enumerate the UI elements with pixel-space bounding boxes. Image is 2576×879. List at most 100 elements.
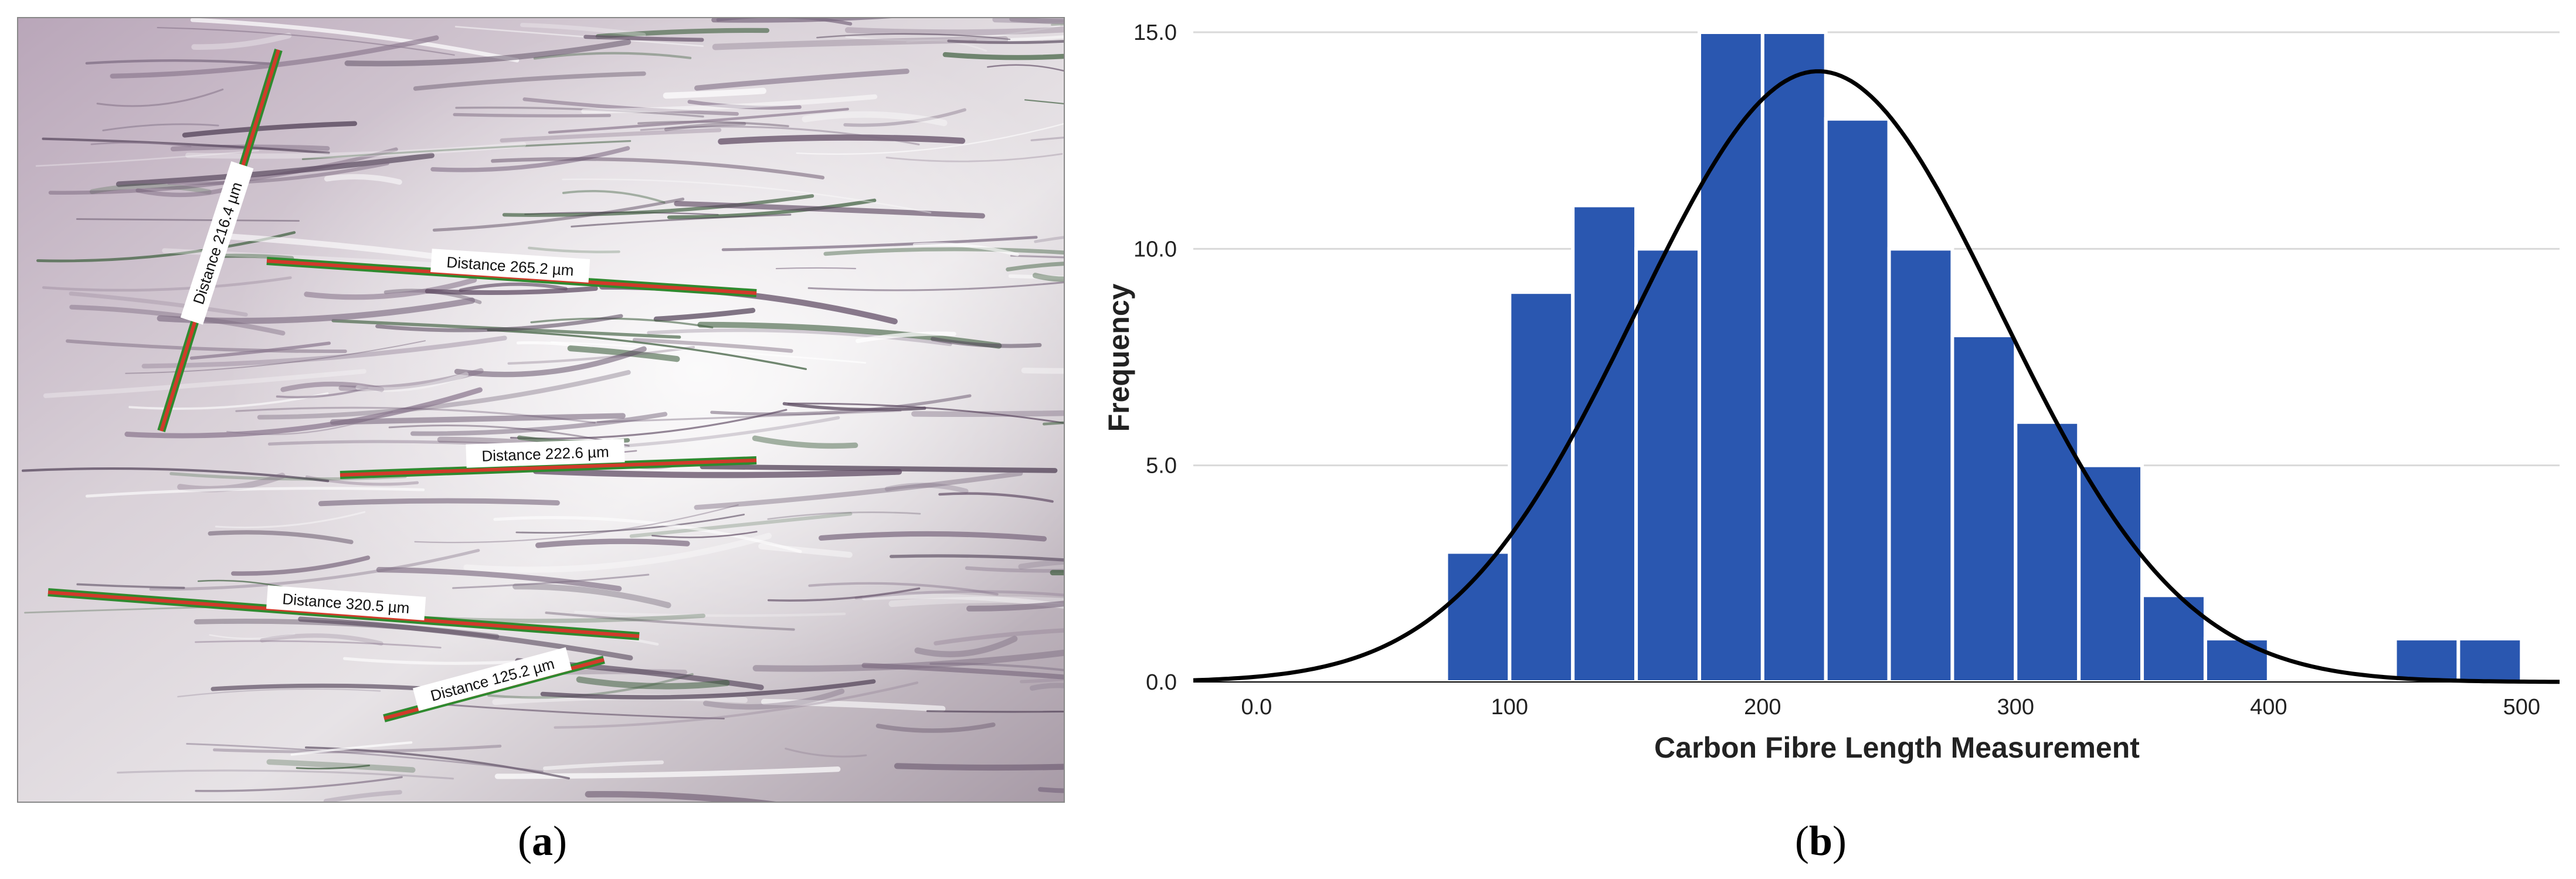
fibre-streak — [775, 267, 857, 270]
fibre-streak — [674, 201, 985, 219]
fibre-streak — [388, 424, 630, 447]
fibre-streak — [1034, 236, 1064, 243]
fibre-streak — [548, 107, 849, 134]
x-tick-label: 200 — [1744, 695, 1781, 720]
fibre-streak — [885, 153, 1063, 162]
fibre-streak — [76, 583, 185, 589]
fibre-streak — [117, 769, 454, 780]
fibre-streak — [296, 764, 371, 770]
fibre-streak — [162, 248, 433, 267]
fibre-streak — [430, 146, 630, 172]
fibre-streak — [452, 573, 650, 589]
x-tick-label: 300 — [1997, 695, 2034, 720]
fibre-streak — [454, 26, 704, 47]
fibre-streak — [355, 372, 469, 392]
fibre-streak — [1009, 18, 1064, 25]
histogram-bar — [1887, 247, 1954, 684]
fibre-streak — [761, 698, 946, 712]
fibre-streak — [554, 681, 919, 729]
fibre-streak — [782, 402, 926, 412]
fibre-streak — [914, 636, 1018, 657]
x-tick-label: 500 — [2503, 695, 2540, 720]
fibre-streak — [647, 328, 952, 347]
fibre-streak — [522, 97, 739, 116]
fibre-streak — [1050, 569, 1064, 576]
fibre-streak — [125, 340, 426, 374]
fibre-streak — [290, 741, 413, 756]
fibre-streak — [632, 338, 793, 353]
fibre-streak — [344, 39, 632, 67]
fibre-streak — [1029, 683, 1064, 691]
measurement-2: Distance 265.2 µm — [266, 249, 757, 297]
fibre-streak — [583, 35, 704, 42]
fibre-streak — [530, 317, 714, 329]
fibre-streak — [318, 498, 560, 507]
fibre-streak — [938, 492, 1054, 503]
fibre-streak — [69, 291, 248, 317]
histogram-bar — [2456, 637, 2524, 684]
fibre-streak — [257, 370, 631, 420]
fibre-streak — [562, 189, 666, 204]
fibre-streak — [528, 246, 620, 253]
fibre-streak — [884, 483, 969, 494]
fibre-streak — [535, 538, 690, 548]
fibre-streak — [375, 314, 623, 332]
fibre-streak — [947, 39, 1064, 45]
fibre-streak — [69, 304, 286, 336]
fibre-streak — [1024, 99, 1064, 105]
fibre-streak — [209, 633, 296, 640]
fibre-streak — [808, 582, 999, 596]
fibre-streak — [96, 89, 224, 107]
fibre-streak — [182, 121, 358, 138]
fibre-streak — [520, 22, 646, 38]
fibre-streak — [186, 742, 544, 773]
fibre-streak — [410, 412, 668, 436]
fibre-streak — [861, 593, 1064, 609]
fibre-streak — [796, 123, 1064, 155]
fibre-streak — [718, 134, 966, 145]
fibre-streak — [298, 616, 633, 661]
fibre-streak — [934, 628, 1064, 646]
fibre-streak — [1020, 677, 1064, 684]
fibre-streak — [338, 368, 484, 392]
fibre-streak — [992, 18, 1064, 23]
fibre-streak — [491, 157, 825, 179]
fibre-streak — [177, 688, 381, 698]
fibre-streak — [752, 435, 858, 449]
fibre-streak — [432, 197, 685, 232]
y-tick-label: 15.0 — [1133, 21, 1177, 45]
fibre-streak — [629, 512, 853, 538]
fibre-streak — [260, 633, 383, 646]
fibre-streak — [280, 381, 384, 392]
fibre-streak — [1018, 559, 1064, 570]
fibre-streak — [687, 100, 802, 110]
histogram-bar — [1634, 247, 1701, 684]
fibre-streak — [177, 473, 286, 493]
fibre-streak — [854, 590, 1064, 600]
micrograph-image — [18, 18, 1064, 802]
x-tick-label: 400 — [2250, 695, 2287, 720]
fibre-streak — [76, 218, 300, 222]
fibre-streak — [890, 554, 1064, 562]
fibre-streak — [911, 410, 1064, 418]
fibre-streak — [710, 394, 972, 416]
fibre-streak — [323, 790, 402, 802]
fibre-streak — [324, 174, 402, 185]
fibre-streak — [651, 531, 758, 538]
x-tick-label: 100 — [1491, 695, 1528, 720]
fibre-streak — [802, 111, 948, 127]
fibre-streak — [425, 286, 598, 296]
histogram-bar — [1824, 117, 1891, 684]
fibre-streak — [35, 150, 259, 167]
histogram-bar — [2014, 420, 2081, 684]
fibre-streak — [231, 555, 371, 576]
fibre-streak — [562, 178, 932, 214]
fibre-streak — [721, 236, 1038, 252]
fibre-streak — [875, 722, 996, 733]
fibre-streak — [85, 59, 273, 65]
fibre-streak — [894, 763, 1064, 771]
fibre-streak — [807, 281, 1064, 291]
fibre-streak — [128, 392, 329, 410]
measurement-3: Distance 222.6 µm — [340, 439, 757, 479]
